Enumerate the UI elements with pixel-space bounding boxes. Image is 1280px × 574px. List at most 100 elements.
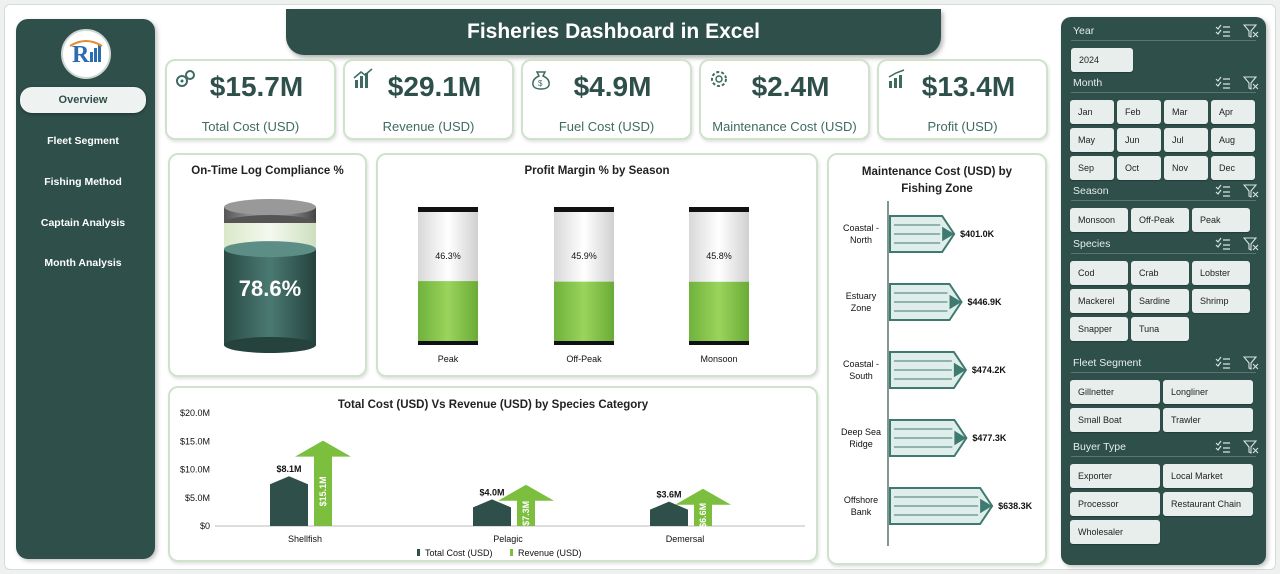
species-category-label: Demersal xyxy=(666,534,705,544)
clear-filter-icon[interactable] xyxy=(1243,76,1259,90)
maintenance-value-label: $474.2K xyxy=(972,365,1007,375)
company-logo: R xyxy=(61,29,111,79)
filter-option-species[interactable]: Snapper xyxy=(1070,317,1128,341)
filter-option-month[interactable]: Jan xyxy=(1070,100,1114,124)
filter-option-month[interactable]: Dec xyxy=(1211,156,1255,180)
compliance-gauge: 78.6% xyxy=(224,199,316,353)
filter-option-species[interactable]: Mackerel xyxy=(1070,289,1128,313)
nav-overview[interactable]: Overview xyxy=(20,87,146,113)
revenue-bar xyxy=(498,484,554,526)
cost-value-label: $8.1M xyxy=(276,464,301,474)
filter-option-month[interactable]: Jul xyxy=(1164,128,1208,152)
y-tick-label: $20.0M xyxy=(180,408,210,418)
maintenance-value-label: $638.3K xyxy=(998,501,1033,511)
revenue-bar xyxy=(295,440,351,526)
filter-option-buyer[interactable]: Wholesaler xyxy=(1070,520,1160,544)
filter-option-fleet[interactable]: Small Boat xyxy=(1070,408,1160,432)
season-label: Off-Peak xyxy=(566,354,602,364)
kpi-label: Maintenance Cost (USD) xyxy=(712,119,857,134)
kpi-total-cost: $15.7M Total Cost (USD) xyxy=(165,59,336,140)
filter-option-month[interactable]: Mar xyxy=(1164,100,1208,124)
cylinder-bottom-rim xyxy=(689,341,749,345)
filter-option-buyer[interactable]: Local Market xyxy=(1163,464,1253,488)
title-bar: Fisheries Dashboard in Excel xyxy=(286,9,941,55)
filter-option-month[interactable]: Sep xyxy=(1070,156,1114,180)
filter-option-species[interactable]: Sardine xyxy=(1131,289,1189,313)
profit-margin-value-label: 45.8% xyxy=(706,251,732,261)
season-label: Monsoon xyxy=(700,354,737,364)
nav-month-analysis[interactable]: Month Analysis xyxy=(44,257,122,269)
clear-filter-icon[interactable] xyxy=(1243,184,1259,198)
maintenance-title-line1: Maintenance Cost (USD) by xyxy=(861,166,1013,178)
multi-select-icon[interactable] xyxy=(1215,440,1231,454)
filter-header-month: Month xyxy=(1071,75,1259,93)
cost-revenue-panel: Total Cost (USD) Vs Revenue (USD) by Spe… xyxy=(168,386,818,562)
nav-captain-analysis[interactable]: Captain Analysis xyxy=(40,217,126,229)
filter-header-season: Season xyxy=(1071,183,1259,201)
filter-option-month[interactable]: Feb xyxy=(1117,100,1161,124)
svg-text:$: $ xyxy=(538,79,543,88)
filter-option-buyer[interactable]: Exporter xyxy=(1070,464,1160,488)
zone-label: Deep Sea xyxy=(841,427,881,437)
filter-header-fleet: Fleet Segment xyxy=(1071,355,1259,373)
filter-option-season[interactable]: Peak xyxy=(1192,208,1250,232)
kpi-profit: $13.4M Profit (USD) xyxy=(877,59,1048,140)
battery-fill-top xyxy=(224,241,316,258)
clear-filter-icon[interactable] xyxy=(1243,237,1259,251)
filter-title: Buyer Type xyxy=(1073,441,1126,453)
revenue-value-label: $7.3M xyxy=(521,501,531,526)
compliance-title: On-Time Log Compliance % xyxy=(191,165,344,177)
filter-option-species[interactable]: Tuna xyxy=(1131,317,1189,341)
filter-option-buyer[interactable]: Restaurant Chain xyxy=(1163,492,1253,516)
clear-filter-icon[interactable] xyxy=(1243,356,1259,370)
filter-option-species[interactable]: Cod xyxy=(1070,261,1128,285)
multi-select-icon[interactable] xyxy=(1215,184,1231,198)
filter-option-buyer[interactable]: Processor xyxy=(1070,492,1160,516)
zone-label: South xyxy=(849,371,873,381)
profit-margin-panel: Profit Margin % by Season 46.3% Peak 45.9%… xyxy=(376,153,818,377)
cost-revenue-chart: $20.0M $15.0M $10.0M $5.0M $0 $8.1M $15.1M Shel… xyxy=(180,408,805,558)
multi-select-icon[interactable] xyxy=(1215,356,1231,370)
filter-title: Fleet Segment xyxy=(1073,357,1142,369)
filter-header-species: Species xyxy=(1071,236,1259,254)
multi-select-icon[interactable] xyxy=(1215,24,1231,38)
filter-option-species[interactable]: Crab xyxy=(1131,261,1189,285)
filter-option-month[interactable]: May xyxy=(1070,128,1114,152)
filter-option-fleet[interactable]: Trawler xyxy=(1163,408,1253,432)
cylinder-bottom-rim xyxy=(554,341,614,345)
filter-option-fleet[interactable]: Longliner xyxy=(1163,380,1253,404)
filter-option-month[interactable]: Aug xyxy=(1211,128,1255,152)
cost-value-label: $3.6M xyxy=(656,490,681,500)
kpi-revenue: $29.1M Revenue (USD) xyxy=(343,59,514,140)
multi-select-icon[interactable] xyxy=(1215,76,1231,90)
svg-text:R: R xyxy=(72,42,90,68)
revenue-value-label: $15.1M xyxy=(318,476,328,506)
multi-select-icon[interactable] xyxy=(1215,237,1231,251)
season-label: Peak xyxy=(438,354,459,364)
filter-option-species[interactable]: Lobster xyxy=(1192,261,1250,285)
cylinder-top-rim xyxy=(689,207,749,212)
maintenance-value-label: $477.3K xyxy=(972,433,1007,443)
cost-bar xyxy=(473,499,511,526)
filter-option-month[interactable]: Apr xyxy=(1211,100,1255,124)
kpi-label: Total Cost (USD) xyxy=(201,119,300,134)
nav-fleet-segment[interactable]: Fleet Segment xyxy=(47,135,119,147)
kpi-label: Fuel Cost (USD) xyxy=(558,119,655,134)
filter-option-season[interactable]: Monsoon xyxy=(1070,208,1128,232)
nav-fishing-method[interactable]: Fishing Method xyxy=(44,176,122,188)
filter-option-species[interactable]: Shrimp xyxy=(1192,289,1250,313)
cost-value-label: $4.0M xyxy=(479,487,504,497)
filter-option-month[interactable]: Jun xyxy=(1117,128,1161,152)
zone-label: Offshore xyxy=(844,495,878,505)
clear-filter-icon[interactable] xyxy=(1243,24,1259,38)
filter-option-month[interactable]: Oct xyxy=(1117,156,1161,180)
filter-option-fleet[interactable]: Gillnetter xyxy=(1070,380,1160,404)
compliance-panel: On-Time Log Compliance % 78.6% xyxy=(168,153,367,377)
kpi-label: Profit (USD) xyxy=(927,119,998,134)
settings-icon xyxy=(711,71,727,87)
kpi-value: $13.4M xyxy=(921,71,1016,102)
filter-option-month[interactable]: Nov xyxy=(1164,156,1208,180)
clear-filter-icon[interactable] xyxy=(1243,440,1259,454)
filter-option-season[interactable]: Off-Peak xyxy=(1131,208,1189,232)
filter-option-year[interactable]: 2024 xyxy=(1071,48,1133,72)
